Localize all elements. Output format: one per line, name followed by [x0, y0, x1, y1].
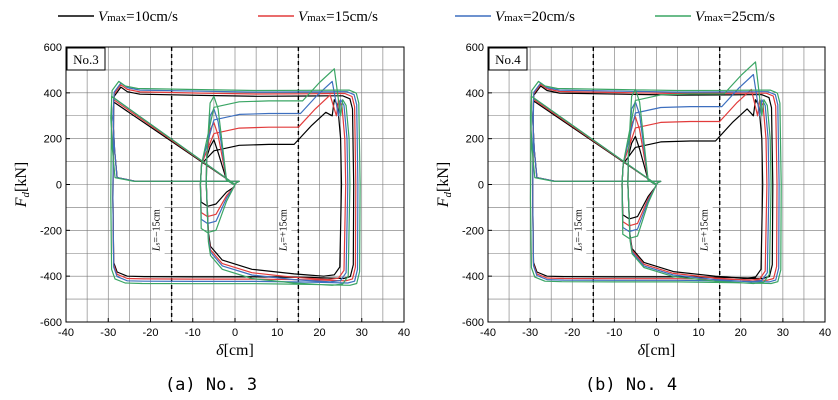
x-axis-unit: [cm] [645, 342, 675, 359]
legend-label-suffix: =10cm/s [126, 9, 178, 25]
legend-label-3: Vmax=25cm/s [695, 9, 775, 25]
y-tick-label: 400 [466, 88, 484, 100]
y-axis-symbol: F [13, 197, 30, 208]
y-axis-sub: d [20, 191, 32, 197]
y-tick-label: -400 [40, 271, 62, 283]
panel-tag-box [66, 47, 106, 71]
y-axis-unit: [kN] [13, 162, 30, 192]
x-axis-unit: [cm] [224, 342, 254, 359]
legend-label-sub: max [107, 12, 126, 24]
ref-label-sub: s [154, 242, 162, 245]
x-tick-label: 0 [653, 327, 659, 339]
x-tick-label: 40 [819, 327, 831, 339]
panel-tag-label: No.3 [73, 52, 99, 67]
ref-label-main: L [700, 245, 711, 252]
x-tick-label: -20 [564, 327, 580, 339]
x-tick-label: 30 [356, 327, 368, 339]
legend-label-1: Vmax=15cm/s [298, 9, 378, 25]
ref-label-sub: s [280, 242, 288, 245]
y-tick-label: 400 [44, 88, 62, 100]
y-tick-label: 200 [466, 134, 484, 146]
legend-label-sub: max [307, 12, 326, 24]
ref-label-tail: =−15cm [573, 209, 584, 243]
x-tick-label: -10 [606, 327, 622, 339]
ref-label-background [699, 194, 713, 255]
legend-label-main: V [298, 9, 309, 25]
y-tick-label: 0 [56, 180, 62, 192]
ref-line-label-0: Ls=−15cm [152, 209, 163, 252]
y-tick-label: -200 [462, 225, 484, 237]
x-tick-label: 40 [398, 327, 410, 339]
legend-label-main: V [695, 9, 706, 25]
ref-label-background [573, 194, 587, 255]
y-tick-label: -200 [40, 225, 62, 237]
legend-label-sub: max [504, 12, 523, 24]
ref-label-tail: =+15cm [278, 209, 289, 243]
legend-label-suffix: =15cm/s [326, 9, 378, 25]
ref-label-tail: =−15cm [152, 209, 163, 243]
y-tick-label: 200 [44, 134, 62, 146]
legend-label-main: V [495, 9, 506, 25]
legend: Vmax=10cm/s Vmax=15cm/s Vmax=20cm/s Vmax=25… [58, 9, 775, 25]
x-tick-label: -40 [480, 327, 496, 339]
y-tick-label: 0 [478, 180, 484, 192]
x-tick-label: -30 [100, 327, 116, 339]
x-axis-symbol: δ [638, 342, 646, 359]
ref-label-background [151, 194, 165, 255]
series-line-3 [110, 68, 361, 286]
series-line-2 [532, 73, 780, 283]
y-tick-label: 600 [44, 42, 62, 54]
legend-label-main: V [98, 9, 109, 25]
ref-label-tail: =+15cm [700, 209, 711, 243]
x-tick-label: 20 [735, 327, 747, 339]
y-axis-title: Fd[kN] [13, 162, 32, 209]
ref-line-label-1: Ls=+15cm [278, 209, 289, 252]
x-tick-label: 0 [232, 327, 238, 339]
panel-caption: (a) No. 3 [165, 375, 257, 395]
ref-label-background [278, 194, 292, 255]
panel-tag-label: No.4 [495, 52, 521, 67]
y-axis-title: Fd[kN] [435, 162, 454, 209]
series-line-2 [112, 80, 359, 284]
legend-label-suffix: =25cm/s [723, 9, 775, 25]
y-tick-label: -600 [40, 317, 62, 329]
x-tick-label: 20 [313, 327, 325, 339]
y-axis-sub: d [442, 191, 454, 197]
ref-line-label-0: Ls=−15cm [573, 209, 584, 252]
x-tick-label: -20 [143, 327, 159, 339]
series-line-3 [529, 61, 782, 285]
x-tick-label: -40 [58, 327, 74, 339]
y-tick-label: -600 [462, 317, 484, 329]
ref-label-main: L [278, 245, 289, 252]
ref-label-sub: s [702, 242, 710, 245]
y-axis-unit: [kN] [435, 162, 452, 192]
x-axis-title: δ[cm] [216, 342, 254, 359]
series-line-1 [532, 83, 778, 281]
ref-line-label-1: Ls=+15cm [700, 209, 711, 252]
x-tick-label: -10 [185, 327, 201, 339]
panel-caption: (b) No. 4 [585, 375, 677, 395]
ref-label-sub: s [575, 242, 583, 245]
ref-label-main: L [152, 245, 163, 252]
legend-label-2: Vmax=20cm/s [495, 9, 575, 25]
y-tick-label: 600 [466, 42, 484, 54]
y-axis-symbol: F [435, 197, 452, 208]
ref-label-main: L [573, 245, 584, 252]
y-tick-label: -400 [462, 271, 484, 283]
x-axis-title: δ[cm] [638, 342, 676, 359]
legend-label-0: Vmax=10cm/s [98, 9, 178, 25]
x-tick-label: 10 [693, 327, 705, 339]
x-tick-label: 10 [271, 327, 283, 339]
x-axis-symbol: δ [216, 342, 224, 359]
legend-label-sub: max [704, 12, 723, 24]
x-tick-label: -30 [522, 327, 538, 339]
panel-tag-box [488, 47, 528, 71]
x-tick-label: 30 [777, 327, 789, 339]
legend-label-suffix: =20cm/s [523, 9, 575, 25]
